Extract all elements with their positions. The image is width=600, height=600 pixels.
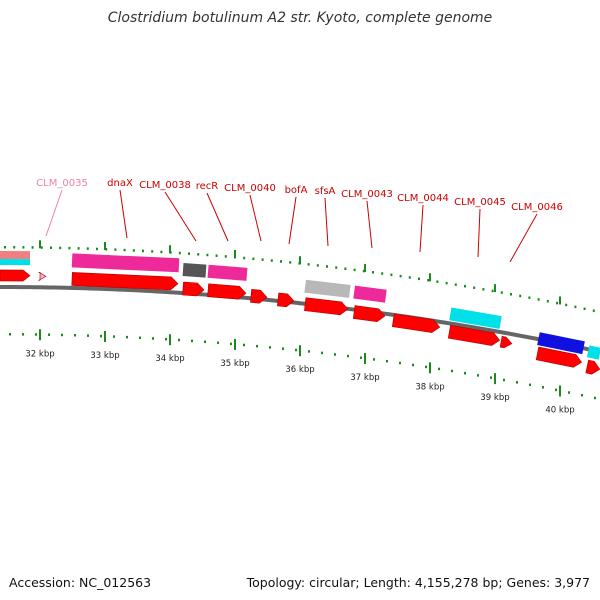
ruler-label: 32 kbp [25,349,54,359]
gene-label: CLM_0043 [341,189,393,200]
map-title: Clostridium botulinum A2 str. Kyoto, com… [107,10,493,26]
gene-block-recr [207,264,248,281]
gene-block-sfsa [304,279,351,298]
ruler-label: 40 kbp [545,405,574,415]
gene-block-clm0045 [449,307,502,329]
genome-backbone [0,285,600,354]
accession-text: Accession: NC_012563 [9,575,152,590]
gene-block-salmon [0,250,31,260]
ruler-label: 36 kbp [285,365,314,375]
gene-label-leader [419,204,424,253]
gene-block-cyan-right [586,345,600,360]
gene-label-leader [249,194,262,242]
cds-arrow [447,324,501,346]
gene-block-clm0043 [353,285,387,303]
cds-arrow [182,281,205,297]
gene-label: recR [196,181,219,192]
ruler-label: 37 kbp [350,373,379,383]
gene-label-leader [477,208,481,258]
ruler-label: 38 kbp [415,382,444,392]
gene-label-leader [288,196,297,245]
cds-arrow [352,305,386,322]
cds-arrow [71,272,179,291]
gene-label-leader [324,197,329,247]
gene-label: CLM_0044 [397,193,449,204]
cds-arrow [535,346,582,368]
cds-arrow [250,289,268,304]
gene-block-blue [537,332,585,355]
ruler-label: 39 kbp [480,393,509,403]
gene-label-leader [119,189,128,239]
cds-arrow [207,283,247,300]
gene-block-dnax [71,253,180,273]
gene-block-clm0038 [182,263,207,278]
gene-label: CLM_0040 [224,183,276,194]
gene-label-leader [366,200,373,249]
gene-label: sfsA [315,186,336,197]
gene-label: CLM_0045 [454,197,506,208]
ruler-label: 35 kbp [220,359,249,369]
ruler-label: 34 kbp [155,354,184,364]
cds-arrow [391,313,441,333]
gene-label-leader [206,192,229,242]
gene-label-leader [509,213,538,263]
gene-label-leader [164,191,197,242]
cds-arrow [0,269,31,282]
cds-arrow [585,359,600,375]
gene-label: dnaX [107,178,133,189]
cds-arrow-clm0035 [37,271,47,281]
gene-label: CLM_0046 [511,202,563,213]
gene-label: bofA [285,185,308,196]
ruler-label: 33 kbp [90,351,119,361]
cds-arrow [499,335,513,349]
gene-label-leader [45,189,63,237]
gene-label: CLM_0035 [36,178,88,189]
cds-arrow [277,292,295,308]
cds-arrow [304,297,349,316]
genome-stats-text: Topology: circular; Length: 4,155,278 bp… [246,575,590,590]
gene-label: CLM_0038 [139,180,191,191]
gene-block-cyan-left [0,258,31,266]
